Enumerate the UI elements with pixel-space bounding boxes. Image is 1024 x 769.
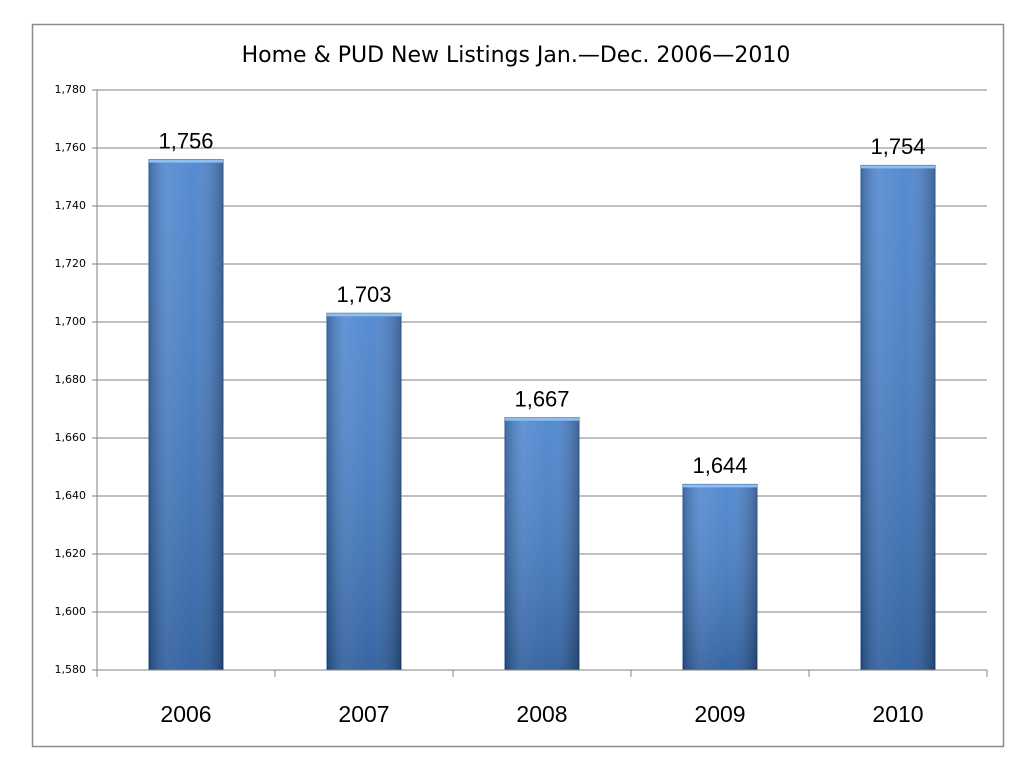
y-tick-label: 1,620 xyxy=(55,547,87,560)
y-tick-label: 1,720 xyxy=(55,257,87,270)
x-tick-label: 2009 xyxy=(694,701,745,727)
value-label: 1,756 xyxy=(158,128,213,153)
y-tick-label: 1,600 xyxy=(55,605,87,618)
bar xyxy=(860,164,936,671)
x-tick-label: 2007 xyxy=(338,701,389,727)
y-tick-label: 1,760 xyxy=(55,141,87,154)
value-label: 1,667 xyxy=(514,387,569,412)
y-tick-label: 1,660 xyxy=(55,431,87,444)
x-tick-label: 2008 xyxy=(516,701,567,727)
value-label: 1,703 xyxy=(336,282,391,307)
bar xyxy=(148,159,224,671)
value-label: 1,754 xyxy=(870,134,925,159)
x-tick-label: 2010 xyxy=(872,701,923,727)
bar xyxy=(326,312,402,671)
y-tick-label: 1,740 xyxy=(55,199,87,212)
bar xyxy=(504,417,580,671)
x-tick-label: 2006 xyxy=(160,701,211,727)
y-tick-label: 1,780 xyxy=(55,83,87,96)
chart-title: Home & PUD New Listings Jan.—Dec. 2006—2… xyxy=(242,43,791,68)
y-tick-label: 1,680 xyxy=(55,373,87,386)
value-label: 1,644 xyxy=(692,453,747,478)
y-tick-label: 1,640 xyxy=(55,489,87,502)
y-tick-label: 1,580 xyxy=(55,663,87,676)
y-tick-label: 1,700 xyxy=(55,315,87,328)
bar xyxy=(682,483,758,671)
